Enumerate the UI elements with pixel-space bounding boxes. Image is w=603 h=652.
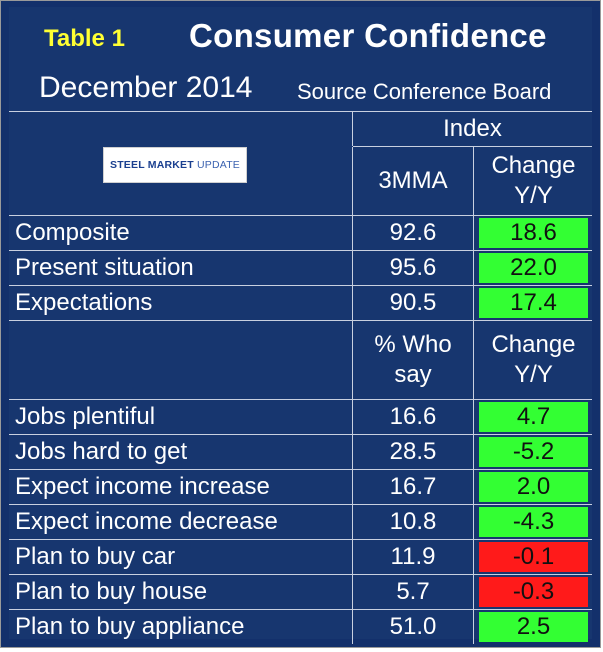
divider bbox=[9, 285, 592, 286]
table-row: Jobs hard to get 28.5 -5.2 bbox=[9, 435, 592, 469]
row-value: 11.9 bbox=[353, 540, 474, 574]
row-label: Expect income increase bbox=[9, 470, 353, 504]
table-panel: Table 1 Consumer Confidence December 201… bbox=[9, 7, 592, 644]
row-value: 16.7 bbox=[353, 470, 474, 504]
row-value: 16.6 bbox=[353, 400, 474, 434]
row-value: 95.6 bbox=[353, 251, 474, 285]
row-value: 51.0 bbox=[353, 610, 474, 644]
row-value: 10.8 bbox=[353, 505, 474, 539]
row-label: Present situation bbox=[9, 251, 353, 285]
row-label: Plan to buy car bbox=[9, 540, 353, 574]
row-change: 22.0 bbox=[479, 253, 588, 283]
table-row: Expect income increase 16.7 2.0 bbox=[9, 470, 592, 504]
survey-header-blank bbox=[9, 321, 353, 399]
divider bbox=[9, 215, 592, 216]
divider bbox=[353, 146, 592, 147]
divider bbox=[9, 469, 592, 470]
row-label: Plan to buy house bbox=[9, 575, 353, 609]
row-label: Expect income decrease bbox=[9, 505, 353, 539]
divider bbox=[9, 504, 592, 505]
steel-market-update-logo: STEEL MARKET UPDATE bbox=[103, 147, 247, 183]
col-header-3mma: 3MMA bbox=[353, 147, 474, 215]
divider bbox=[9, 434, 592, 435]
logo-cell-lower bbox=[9, 147, 353, 215]
row-change: -4.3 bbox=[479, 507, 588, 537]
row-label: Jobs hard to get bbox=[9, 435, 353, 469]
index-group-header: Index bbox=[353, 112, 592, 146]
row-change: -5.2 bbox=[479, 437, 588, 467]
row-change: 18.6 bbox=[479, 218, 588, 248]
logo-cell bbox=[9, 112, 353, 146]
divider bbox=[9, 250, 592, 251]
col-header-who-say: % Who say bbox=[353, 321, 474, 399]
table-row: Present situation 95.6 22.0 bbox=[9, 251, 592, 285]
table-label: Table 1 bbox=[44, 25, 125, 52]
header: Table 1 Consumer Confidence bbox=[9, 7, 592, 67]
row-label: Plan to buy appliance bbox=[9, 610, 353, 644]
row-change: -0.3 bbox=[479, 577, 588, 607]
report-date: December 2014 bbox=[39, 71, 253, 104]
table-row: Plan to buy house 5.7 -0.3 bbox=[9, 575, 592, 609]
row-value: 92.6 bbox=[353, 216, 474, 250]
divider bbox=[9, 111, 592, 112]
page-title: Consumer Confidence bbox=[189, 17, 547, 54]
table-row: Plan to buy appliance 51.0 2.5 bbox=[9, 610, 592, 644]
row-change: 17.4 bbox=[479, 288, 588, 318]
row-label: Jobs plentiful bbox=[9, 400, 353, 434]
table-row: Jobs plentiful 16.6 4.7 bbox=[9, 400, 592, 434]
table-row: Composite 92.6 18.6 bbox=[9, 216, 592, 250]
row-change: 2.0 bbox=[479, 472, 588, 502]
survey-column-header-row: % Who say Change Y/Y bbox=[9, 321, 592, 399]
table-row: Plan to buy car 11.9 -0.1 bbox=[9, 540, 592, 574]
index-column-header-row: 3MMA Change Y/Y bbox=[9, 147, 592, 215]
divider bbox=[9, 320, 592, 321]
divider bbox=[9, 539, 592, 540]
col-header-change: Change Y/Y bbox=[491, 152, 576, 209]
table-row: Expectations 90.5 17.4 bbox=[9, 286, 592, 320]
source-label: Source Conference Board bbox=[297, 79, 552, 104]
table-row: Expect income decrease 10.8 -4.3 bbox=[9, 505, 592, 539]
col-header-change: Change Y/Y bbox=[491, 331, 576, 388]
row-value: 5.7 bbox=[353, 575, 474, 609]
index-header-label: Index bbox=[443, 115, 502, 142]
divider bbox=[9, 574, 592, 575]
row-change: 2.5 bbox=[479, 612, 588, 642]
row-label: Composite bbox=[9, 216, 353, 250]
row-value: 90.5 bbox=[353, 286, 474, 320]
row-change: -0.1 bbox=[479, 542, 588, 572]
row-change: 4.7 bbox=[479, 402, 588, 432]
divider bbox=[9, 399, 592, 400]
divider bbox=[9, 609, 592, 610]
row-value: 28.5 bbox=[353, 435, 474, 469]
index-group-header-row: Index bbox=[9, 112, 592, 146]
row-label: Expectations bbox=[9, 286, 353, 320]
